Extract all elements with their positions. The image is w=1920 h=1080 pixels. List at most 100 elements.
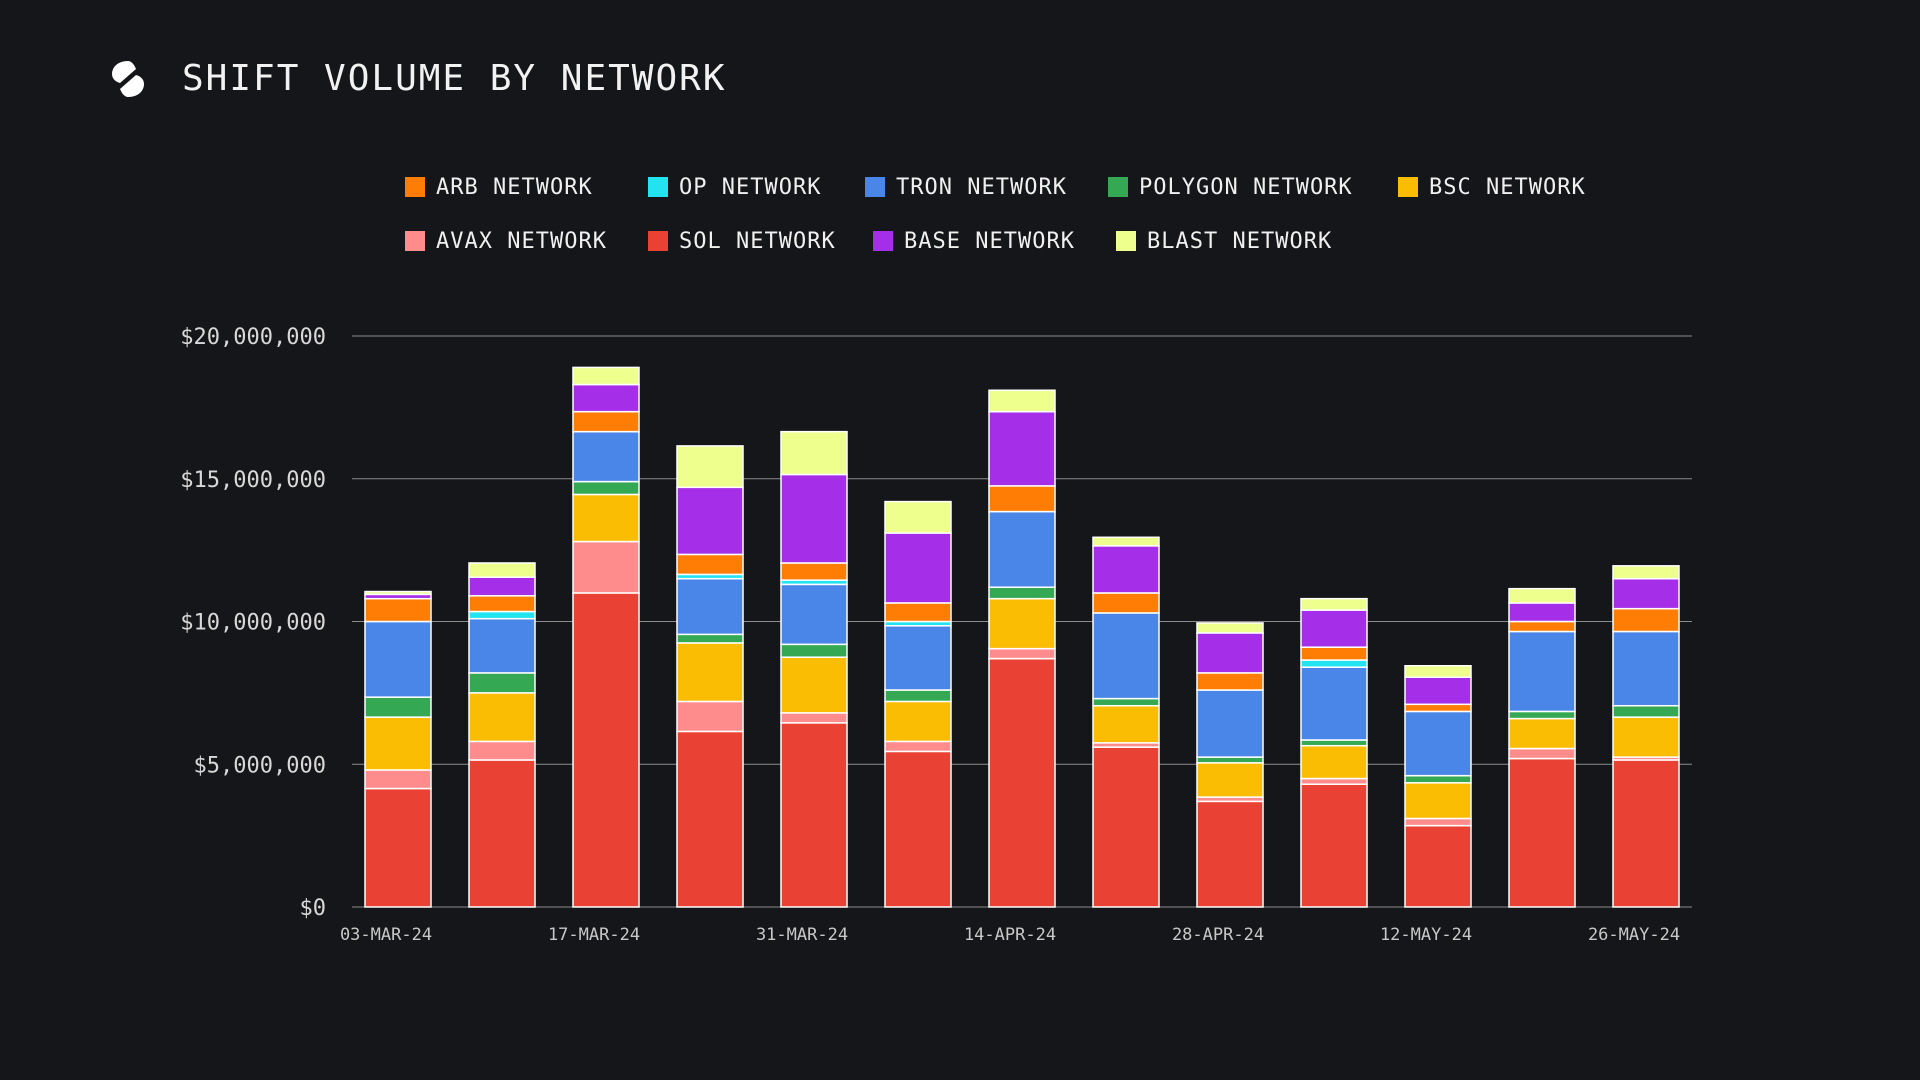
chart-header: SHIFT VOLUME BY NETWORK: [110, 58, 727, 99]
bars-layer: [364, 366, 1680, 908]
bar-segment-base-network: [1300, 609, 1368, 648]
x-tick-label: 28-APR-24: [1172, 925, 1264, 945]
bar-segment-base-network: [468, 576, 536, 597]
bar-segment-base-network: [1404, 676, 1472, 706]
legend-label: POLYGON NETWORK: [1139, 174, 1353, 200]
bar-segment-base-network: [676, 486, 744, 556]
bar-stack-17-mar-24: [572, 366, 640, 908]
legend-item-avax: AVAX NETWORK: [405, 229, 648, 254]
bar-segment-avax-network: [364, 769, 432, 790]
bar-segment-avax-network: [780, 712, 848, 724]
bar-segment-polygon-network: [364, 696, 432, 718]
bar-segment-base-network: [1612, 577, 1680, 610]
legend-label: BLAST NETWORK: [1147, 228, 1333, 254]
bar-segment-tron-network: [468, 617, 536, 674]
bar-segment-base-network: [1196, 632, 1264, 674]
bar-segment-bsc-network: [988, 597, 1056, 650]
bar-segment-arb-network: [884, 602, 952, 623]
legend-swatch: [873, 231, 893, 251]
bar-segment-blast-network: [1300, 597, 1368, 611]
bar-segment-bsc-network: [1092, 704, 1160, 744]
bar-segment-blast-network: [364, 590, 432, 596]
legend-swatch: [1108, 177, 1128, 197]
bar-segment-sol-network: [1092, 746, 1160, 908]
bar-segment-sol-network: [572, 592, 640, 908]
bar-segment-sol-network: [1612, 759, 1680, 908]
y-axis-ticks: $0 $5,000,000 $10,000,000 $15,000,000 $20,00…: [180, 325, 326, 921]
bar-segment-tron-network: [1092, 612, 1160, 700]
chart-legend: ARB NETWORK OP NETWORK TRON NETWORK POLY…: [405, 160, 1655, 268]
bar-segment-avax-network: [468, 740, 536, 761]
bar-segment-base-network: [988, 410, 1056, 487]
bar-segment-sol-network: [676, 730, 744, 908]
legend-label: AVAX NETWORK: [436, 228, 607, 254]
bar-segment-bsc-network: [884, 700, 952, 743]
legend-item-tron: TRON NETWORK: [865, 175, 1108, 200]
x-tick-label: 14-APR-24: [964, 925, 1056, 945]
bar-stack-28-apr-24: [1196, 622, 1264, 908]
legend-label: ARB NETWORK: [436, 174, 593, 200]
y-tick-label: $0: [300, 896, 327, 921]
bar-segment-avax-network: [988, 647, 1056, 660]
y-tick-label: $5,000,000: [194, 753, 326, 778]
bar-segment-sol-network: [884, 750, 952, 908]
x-tick-label: 03-MAR-24: [340, 925, 432, 945]
bar-segment-bsc-network: [1508, 717, 1576, 750]
legend-swatch: [865, 177, 885, 197]
bar-segment-blast-network: [1404, 665, 1472, 678]
bar-stack-07-apr-24: [884, 500, 952, 908]
bar-segment-polygon-network: [1508, 710, 1576, 720]
bar-segment-arb-network: [676, 553, 744, 576]
bar-segment-blast-network: [1092, 536, 1160, 547]
bar-segment-avax-network: [1508, 747, 1576, 760]
bar-segment-op-network: [468, 610, 536, 620]
bar-segment-sol-network: [1404, 824, 1472, 908]
legend-swatch: [405, 231, 425, 251]
bar-segment-base-network: [884, 532, 952, 604]
bar-segment-bsc-network: [572, 493, 640, 543]
legend-label: SOL NETWORK: [679, 228, 836, 254]
bar-stack-05-may-24: [1300, 597, 1368, 908]
bar-segment-arb-network: [1300, 646, 1368, 661]
bar-segment-base-network: [1508, 602, 1576, 623]
legend-swatch: [1398, 177, 1418, 197]
legend-row-1: ARB NETWORK OP NETWORK TRON NETWORK POLY…: [405, 160, 1655, 214]
bar-segment-polygon-network: [780, 643, 848, 658]
bar-segment-sol-network: [1300, 783, 1368, 908]
legend-label: BASE NETWORK: [904, 228, 1075, 254]
bar-segment-sol-network: [364, 787, 432, 908]
bar-segment-arb-network: [988, 485, 1056, 513]
bar-segment-blast-network: [468, 562, 536, 578]
legend-label: BSC NETWORK: [1429, 174, 1586, 200]
bar-segment-blast-network: [1508, 587, 1576, 604]
legend-item-base: BASE NETWORK: [873, 229, 1116, 254]
bar-stack-21-apr-24: [1092, 536, 1160, 908]
bar-segment-base-network: [780, 473, 848, 564]
bar-segment-tron-network: [884, 625, 952, 691]
legend-item-blast: BLAST NETWORK: [1116, 229, 1332, 254]
legend-item-arb: ARB NETWORK: [405, 175, 648, 200]
bar-stack-12-may-24: [1404, 665, 1472, 908]
x-tick-label: 12-MAY-24: [1380, 925, 1472, 945]
bar-segment-avax-network: [1404, 817, 1472, 827]
bar-segment-polygon-network: [988, 586, 1056, 600]
bar-stack-26-may-24: [1612, 565, 1680, 908]
bar-segment-sol-network: [468, 759, 536, 908]
bar-segment-bsc-network: [1404, 782, 1472, 820]
bar-segment-blast-network: [780, 430, 848, 476]
bar-segment-arb-network: [364, 597, 432, 623]
bar-segment-sol-network: [1508, 757, 1576, 908]
bar-segment-polygon-network: [1300, 739, 1368, 747]
legend-item-op: OP NETWORK: [648, 175, 865, 200]
bar-segment-polygon-network: [676, 633, 744, 644]
bar-segment-polygon-network: [884, 689, 952, 703]
bar-segment-avax-network: [676, 700, 744, 733]
bar-segment-bsc-network: [1612, 716, 1680, 758]
bar-segment-arb-network: [1092, 592, 1160, 614]
y-tick-label: $10,000,000: [180, 611, 326, 636]
bar-segment-polygon-network: [1612, 704, 1680, 718]
bar-segment-tron-network: [1300, 666, 1368, 741]
bar-segment-tron-network: [572, 430, 640, 483]
page-title: SHIFT VOLUME BY NETWORK: [182, 58, 727, 99]
